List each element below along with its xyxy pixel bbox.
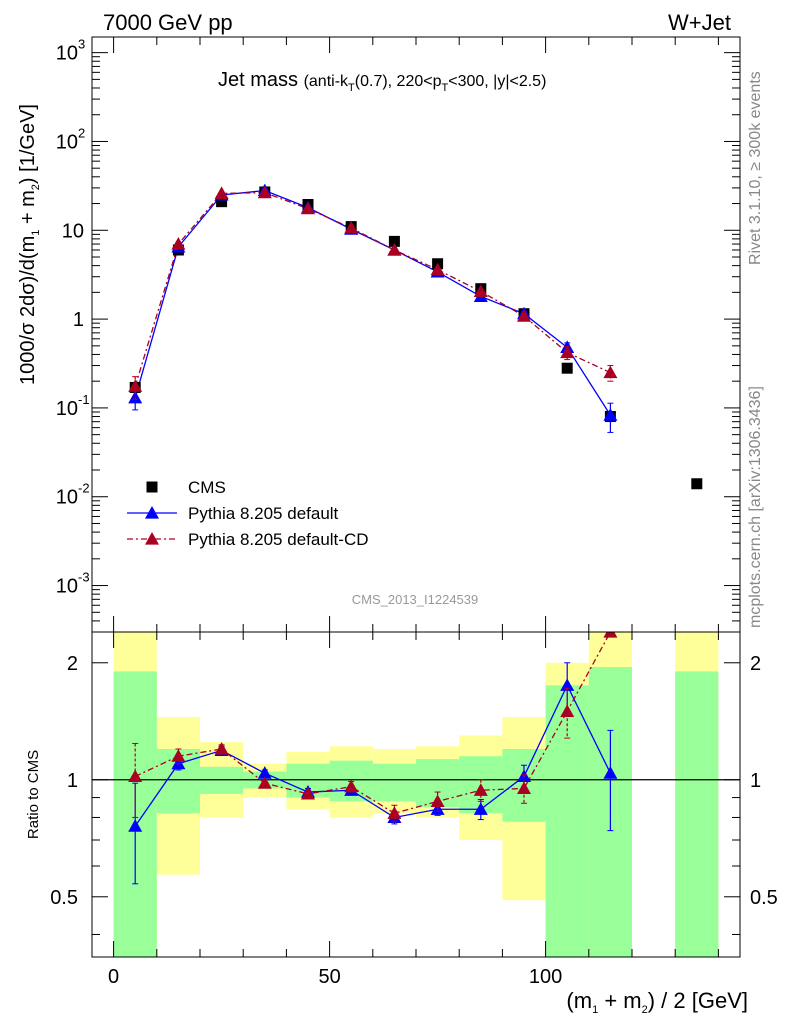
legend-marker <box>145 532 159 545</box>
chart-title: Jet mass (anti-kT​(0.7), 220<pT​<300, |y… <box>218 69 546 94</box>
mc-point <box>560 345 575 359</box>
mc-point <box>301 201 315 215</box>
ratio-point <box>387 806 402 819</box>
ratio-point <box>560 678 575 691</box>
legend-label: Pythia 8.205 default <box>188 504 339 523</box>
uncertainty-band-inner <box>675 671 719 957</box>
ratio-point <box>257 776 272 789</box>
mc-point <box>257 185 272 199</box>
ratio-line <box>134 683 611 827</box>
legend-marker <box>145 506 159 519</box>
ratio-point <box>214 742 229 755</box>
x-axis-label: (m1​ + m2​) / 2 [GeV] <box>566 988 748 1016</box>
y-tick-label: 10 <box>56 487 78 509</box>
ratio-series-group <box>128 632 618 885</box>
side-label-mcplots: mcplots.cern.ch [arXiv:1306.3436] <box>747 386 764 628</box>
ratio-point <box>560 704 575 717</box>
ratio-y-tick-label-right: 0.5 <box>750 887 778 909</box>
mc-point <box>603 365 618 379</box>
ratio-point <box>473 802 488 815</box>
ratio-y-tick-label-right: 1 <box>750 770 761 792</box>
ratio-point <box>603 632 618 638</box>
ratio-y-tick-label-right: 2 <box>750 653 761 675</box>
x-tick-label: 100 <box>529 966 562 988</box>
mc-point <box>517 309 531 322</box>
mc-point <box>603 408 618 421</box>
y-tick-label: 10 <box>56 131 78 153</box>
header-left: 7000 GeV pp <box>103 10 233 35</box>
ratio-point <box>344 779 359 793</box>
ratio-point <box>257 766 272 779</box>
side-label-rivet: Rivet 3.1.10, ≥ 300k events <box>747 71 764 265</box>
y-tick-exponent: 3 <box>78 37 85 52</box>
y-tick-label: 10 <box>56 43 78 65</box>
ratio-point <box>128 819 143 832</box>
ratio-point <box>517 781 531 795</box>
ratio-point <box>301 786 315 800</box>
ratio-point <box>603 766 618 779</box>
mc-point <box>214 186 229 200</box>
ratio-point <box>171 756 186 770</box>
series-line <box>134 192 611 387</box>
mc-point <box>344 221 359 234</box>
header-right: W+Jet <box>668 10 731 35</box>
ratio-plot: 0.5 0.5 1 1 2 2 0 50 100 Ratio to CMS (m1​ + m2​) … <box>25 631 778 1016</box>
analysis-watermark: CMS_2013_I1224539 <box>352 592 479 607</box>
cms-point <box>691 478 703 490</box>
mc-point <box>473 284 488 298</box>
legend-label: CMS <box>188 478 226 497</box>
cms-point <box>388 235 400 247</box>
y-tick-label: 10 <box>62 220 84 242</box>
ratio-y-tick-label: 1 <box>67 770 78 792</box>
ratio-point <box>473 783 488 796</box>
uncertainty-band-inner <box>372 763 416 802</box>
ratio-point <box>430 794 445 807</box>
y-tick-exponent: 2 <box>78 125 85 140</box>
series-line <box>134 189 611 416</box>
mc-point <box>430 262 445 276</box>
y-tick-exponent: -2 <box>78 481 90 496</box>
legend-label: Pythia 8.205 default-CD <box>188 530 369 549</box>
cms-point <box>216 196 228 208</box>
y-axis-label: 1000/σ 2dσ)/d(m1​ + m2​) [1/GeV] <box>17 104 42 385</box>
mc-point <box>128 379 143 392</box>
y-tick-label: 10 <box>56 398 78 420</box>
y-tick-label: 1 <box>73 309 84 331</box>
ratio-y-tick-label: 0.5 <box>50 887 78 909</box>
cms-point <box>561 362 573 374</box>
ratio-y-tick-label: 2 <box>67 653 78 675</box>
x-tick-label: 0 <box>108 966 119 988</box>
y-tick-exponent: -3 <box>78 570 90 585</box>
mc-point <box>171 237 186 250</box>
legend-marker <box>146 481 158 493</box>
ratio-point <box>171 749 186 762</box>
y-tick-exponent: -1 <box>78 392 90 407</box>
mc-point <box>387 242 402 256</box>
ratio-line <box>134 632 611 814</box>
x-tick-label: 50 <box>318 966 340 988</box>
y-tick-label: 10 <box>56 576 78 598</box>
ratio-y-axis-label: Ratio to CMS <box>25 750 42 839</box>
ratio-point <box>128 769 143 783</box>
